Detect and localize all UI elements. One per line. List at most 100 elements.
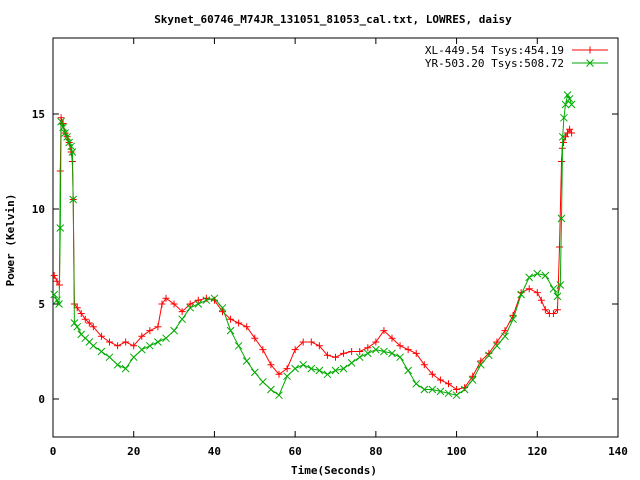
data-point <box>404 346 412 354</box>
data-point <box>372 345 380 354</box>
y-tick-label: 5 <box>38 298 45 311</box>
data-point <box>533 289 541 297</box>
data-point <box>178 315 186 324</box>
data-point <box>251 334 259 342</box>
y-tick-label: 15 <box>32 108 45 121</box>
x-tick-label: 100 <box>447 445 467 458</box>
data-point <box>170 300 178 308</box>
data-point <box>121 364 130 373</box>
data-point <box>565 94 574 103</box>
data-point <box>356 348 364 355</box>
data-point <box>259 346 267 354</box>
axis-ticks: 0 20 40 60 80 100 120 140 0 5 10 15 <box>32 38 628 458</box>
data-point <box>61 129 69 137</box>
data-point <box>404 366 412 375</box>
data-point <box>556 281 565 289</box>
data-point <box>97 347 106 356</box>
data-point <box>186 303 195 312</box>
x-tick-label: 120 <box>527 445 547 458</box>
data-point <box>568 129 576 137</box>
data-point <box>299 360 308 369</box>
data-point <box>59 123 67 132</box>
data-point <box>560 139 568 146</box>
data-point <box>259 378 267 386</box>
data-point <box>56 224 65 232</box>
data-point <box>453 386 461 393</box>
data-point <box>501 332 509 341</box>
data-point <box>563 91 572 99</box>
data-point <box>363 349 372 358</box>
data-point <box>428 385 437 394</box>
data-point <box>509 315 517 324</box>
data-point <box>517 290 525 299</box>
data-point <box>194 296 202 304</box>
data-point <box>73 322 82 331</box>
data-point <box>566 125 574 133</box>
data-point <box>146 327 154 335</box>
data-point <box>549 284 558 293</box>
data-point <box>55 300 63 308</box>
data-point <box>63 132 71 141</box>
data-point <box>106 338 113 346</box>
data-point <box>396 353 404 362</box>
data-point <box>243 323 251 331</box>
data-point <box>541 271 550 280</box>
x-tick-label: 40 <box>208 445 221 458</box>
data-point <box>67 148 75 156</box>
data-point <box>561 100 570 109</box>
legend-label: XL-449.54 Tsys:454.19 <box>425 44 564 57</box>
data-point <box>53 296 61 305</box>
data-point <box>77 310 85 317</box>
y-axis-label: Power (Kelvin) <box>4 194 17 287</box>
data-point <box>89 341 98 350</box>
data-point <box>460 385 469 394</box>
data-point <box>372 338 380 346</box>
data-point <box>396 342 404 350</box>
data-point <box>234 341 243 350</box>
data-point <box>348 348 356 355</box>
data-point <box>380 347 388 356</box>
data-point <box>122 338 130 346</box>
data-point <box>89 323 97 331</box>
data-point <box>436 387 445 396</box>
data-point <box>553 292 562 301</box>
data-point <box>315 342 323 350</box>
data-point <box>428 370 436 378</box>
data-point <box>340 349 348 357</box>
data-point <box>493 338 501 346</box>
data-point <box>162 334 170 343</box>
series-line <box>53 93 573 396</box>
data-point <box>315 366 324 375</box>
data-point <box>380 327 388 335</box>
data-point <box>70 319 79 327</box>
data-point <box>323 370 332 379</box>
data-point <box>137 345 146 354</box>
plot-border <box>52 37 619 438</box>
data-point <box>468 376 477 384</box>
data-point <box>68 148 77 156</box>
data-point <box>307 338 315 346</box>
x-tick-label: 20 <box>127 445 140 458</box>
data-point <box>114 342 122 350</box>
data-point <box>97 332 105 340</box>
data-point <box>235 319 243 327</box>
data-point <box>412 349 420 357</box>
x-axis-label: Time(Seconds) <box>291 464 377 477</box>
data-point <box>154 338 162 346</box>
data-point <box>537 296 545 304</box>
data-point <box>178 308 186 316</box>
series-2 <box>50 91 576 400</box>
data-point <box>69 195 78 204</box>
data-point <box>218 303 227 312</box>
data-point <box>477 357 485 365</box>
data-point <box>73 304 81 312</box>
data-point <box>81 315 89 323</box>
data-point <box>57 114 65 122</box>
y-tick-label: 0 <box>38 393 45 406</box>
data-point <box>420 385 429 394</box>
series-layer <box>50 91 576 400</box>
data-point <box>420 361 428 369</box>
data-point <box>339 364 348 373</box>
